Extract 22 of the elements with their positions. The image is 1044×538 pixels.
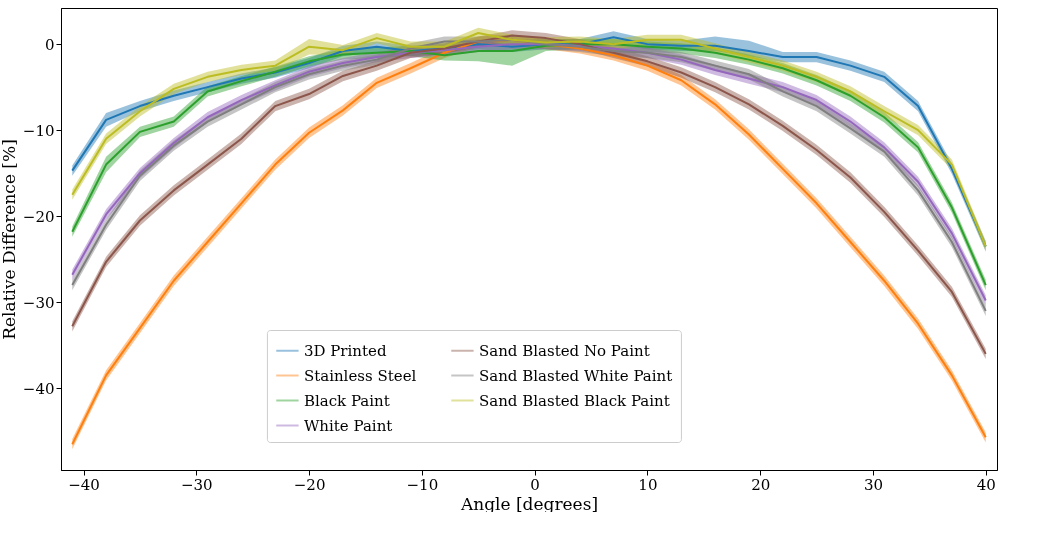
y-tick-label: −30 xyxy=(22,293,55,312)
x-tick-label: 20 xyxy=(751,475,771,494)
x-tick-label: −10 xyxy=(406,475,439,494)
x-tick-label: 10 xyxy=(638,475,658,494)
y-tick-label: −20 xyxy=(22,207,55,226)
legend-label: Stainless Steel xyxy=(303,366,417,385)
legend-label: Sand Blasted White Paint xyxy=(478,366,673,385)
x-tick-label: 40 xyxy=(976,475,996,494)
x-tick-label: 30 xyxy=(863,475,883,494)
y-tick-label: −40 xyxy=(22,379,55,398)
legend-label: 3D Printed xyxy=(303,341,387,360)
x-tick-label: −30 xyxy=(181,475,213,494)
y-tick-label: 0 xyxy=(44,35,55,54)
x-tick-label: −40 xyxy=(68,475,100,494)
y-tick-label: −10 xyxy=(22,121,55,140)
legend-label: Sand Blasted Black Paint xyxy=(478,391,670,410)
x-tick-label: −20 xyxy=(293,475,326,494)
legend-label: White Paint xyxy=(303,416,393,435)
x-tick-label: 0 xyxy=(530,475,540,494)
legend-label: Black Paint xyxy=(303,391,390,410)
y-axis-title: Relative Difference [%] xyxy=(0,139,19,340)
legend-label: Sand Blasted No Paint xyxy=(478,341,650,360)
